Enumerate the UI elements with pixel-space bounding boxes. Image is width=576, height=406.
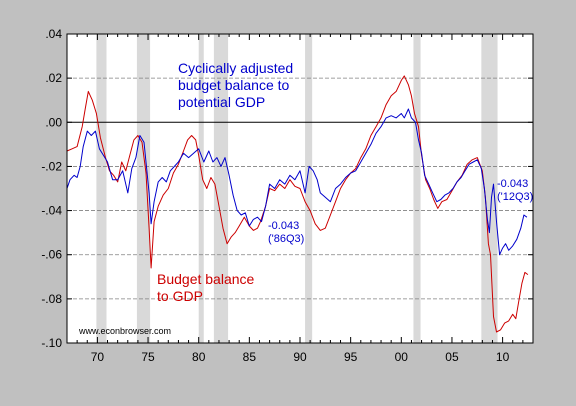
y-tick-label: -.08: [41, 292, 62, 306]
y-tick-label: .02: [45, 71, 62, 85]
x-tick-label: 80: [192, 350, 206, 364]
annotation-line: Cyclically adjusted: [178, 60, 293, 76]
annotation-line: to GDP: [157, 288, 203, 304]
x-tick-label: 00: [395, 350, 409, 364]
y-tick-label: -.04: [41, 204, 62, 218]
annotation-line: budget balance to: [178, 77, 290, 93]
y-tick-label: -.02: [41, 159, 62, 173]
y-tick-label: -.10: [41, 336, 62, 350]
x-tick-label: 75: [141, 350, 155, 364]
x-tick-label: 10: [496, 350, 510, 364]
recession-band-5: [413, 34, 421, 343]
annotation-cyclical-label: Cyclically adjusted budget balance to pote…: [178, 60, 293, 110]
x-tick-label: 05: [445, 350, 459, 364]
axis-ticks: [66, 33, 534, 344]
recession-shading: [96, 34, 498, 343]
y-tick-label: .00: [45, 115, 62, 129]
recession-band-4: [305, 34, 313, 343]
annotation-value-86: -0.043 ('86Q3): [268, 220, 304, 245]
recession-band-2: [198, 34, 204, 343]
annotation-value-12: -0.043 ('12Q3): [497, 178, 533, 203]
y-tick-label: .04: [45, 27, 62, 41]
x-tick-label: 95: [344, 350, 358, 364]
annotation-line: ('86Q3): [268, 233, 304, 245]
gridlines: [67, 77, 533, 300]
recession-band-1: [136, 34, 151, 343]
annotation-line: Budget balance: [157, 271, 255, 287]
annotation-budget-label: Budget balance to GDP: [157, 271, 255, 304]
x-tick-label: 85: [243, 350, 257, 364]
recession-band-0: [96, 34, 107, 343]
watermark-text: www.econbrowser.com: [78, 326, 171, 336]
x-tick-label: 70: [91, 350, 105, 364]
annotation-line: ('12Q3): [497, 191, 533, 203]
annotations: Cyclically adjusted budget balance to pote…: [78, 60, 533, 336]
annotation-line: -0.043: [497, 178, 528, 190]
tick-labels: .04 .02 .00 -.02 -.04 -.06 -.08 -.10 70 75 80 85 90 9…: [41, 27, 509, 364]
y-tick-label: -.06: [41, 248, 62, 262]
annotation-line: potential GDP: [178, 94, 265, 110]
recession-band-6: [481, 34, 498, 343]
series-lines: [66, 75, 529, 333]
series-line-cyclically_adjusted: [66, 108, 528, 256]
x-tick-label: 90: [293, 350, 307, 364]
recession-band-3: [213, 34, 229, 343]
annotation-line: -0.043: [268, 220, 299, 232]
